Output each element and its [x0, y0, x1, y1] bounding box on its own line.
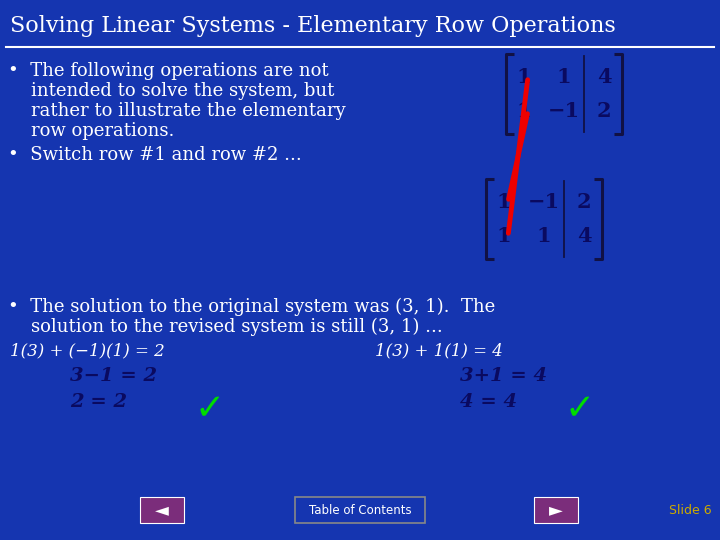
- Text: row operations.: row operations.: [8, 122, 174, 140]
- Text: 2 = 2: 2 = 2: [70, 393, 127, 411]
- Text: 2: 2: [577, 192, 591, 212]
- Bar: [534, 497, 578, 523]
- Text: 3+1 = 4: 3+1 = 4: [460, 367, 547, 385]
- Text: −1: −1: [548, 101, 580, 121]
- Text: 2: 2: [597, 101, 611, 121]
- Text: ◄: ◄: [155, 501, 169, 519]
- Text: •  The solution to the original system was (3, 1).  The: • The solution to the original system wa…: [8, 298, 495, 316]
- Text: ✓: ✓: [565, 392, 595, 426]
- Text: solution to the revised system is still (3, 1) ...: solution to the revised system is still …: [8, 318, 443, 336]
- Text: 4: 4: [577, 226, 591, 246]
- Text: 1: 1: [517, 67, 531, 87]
- Bar: [295, 497, 425, 523]
- Text: 1: 1: [497, 192, 511, 212]
- Text: 1: 1: [536, 226, 552, 246]
- Text: −1: −1: [528, 192, 560, 212]
- Text: 1: 1: [517, 101, 531, 121]
- Text: 4 = 4: 4 = 4: [460, 393, 517, 411]
- Text: 1(3) + (−1)(1) = 2: 1(3) + (−1)(1) = 2: [10, 342, 165, 359]
- Bar: [0, 0, 720, 48]
- Text: ►: ►: [549, 501, 563, 519]
- Text: Table of Contents: Table of Contents: [309, 503, 411, 516]
- Bar: [140, 497, 184, 523]
- Text: Slide 6: Slide 6: [670, 503, 712, 516]
- Text: Solving Linear Systems - Elementary Row Operations: Solving Linear Systems - Elementary Row …: [10, 15, 616, 37]
- Text: 1: 1: [557, 67, 571, 87]
- Text: ✓: ✓: [195, 392, 225, 426]
- Text: 1: 1: [497, 226, 511, 246]
- Text: •  The following operations are not: • The following operations are not: [8, 62, 328, 80]
- Text: 1(3) + 1(1) = 4: 1(3) + 1(1) = 4: [375, 342, 503, 359]
- Text: rather to illustrate the elementary: rather to illustrate the elementary: [8, 102, 346, 120]
- Text: 4: 4: [597, 67, 611, 87]
- Text: •  Switch row #1 and row #2 ...: • Switch row #1 and row #2 ...: [8, 146, 302, 164]
- Text: intended to solve the system, but: intended to solve the system, but: [8, 82, 334, 100]
- Text: 3−1 = 2: 3−1 = 2: [70, 367, 157, 385]
